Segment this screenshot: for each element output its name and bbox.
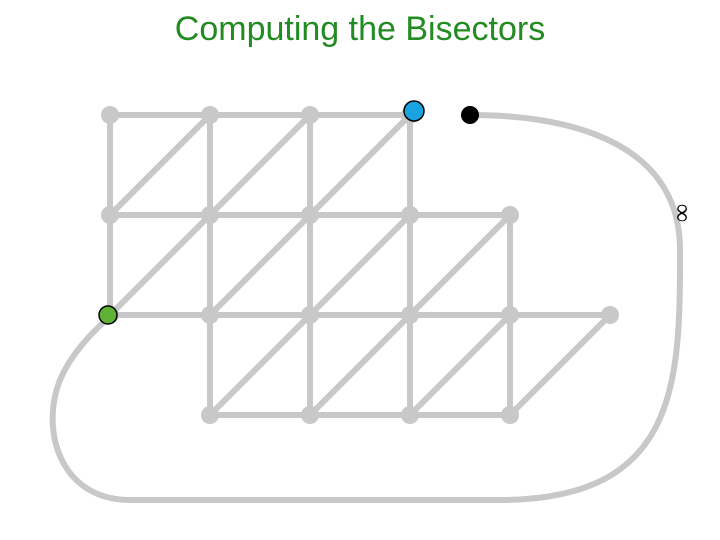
infinity-label: ∞ — [667, 204, 697, 223]
infinity-text: ∞ — [668, 204, 697, 223]
diagram-canvas — [0, 0, 720, 540]
